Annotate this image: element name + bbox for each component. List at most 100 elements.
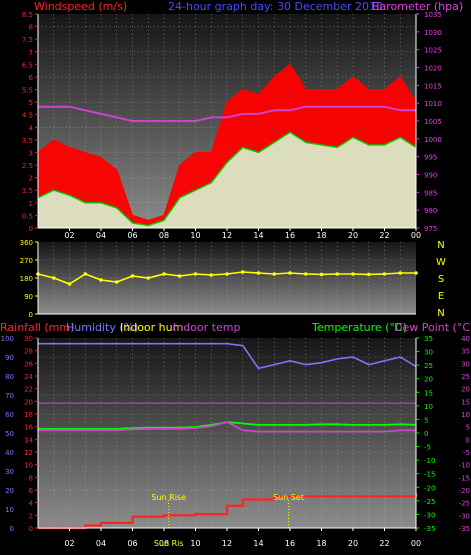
- wind-y-tick-label: 6.5: [22, 61, 33, 69]
- dew-point-y-tick-label: 40: [461, 335, 470, 343]
- x-tick-label: 16: [285, 539, 295, 548]
- wind-x-ticks: 02 04 06 08 10 12 14 16 18 20 22 00: [64, 228, 421, 240]
- barometer-y-tick-label: 985: [424, 189, 437, 197]
- windspeed-axis-title: Windspeed (m/s): [34, 0, 127, 13]
- wind-y-ticks: 0 0.5 1 1.5 2 2.5 3 3.5 4 4.5 5 5.5 6 6.5 7 7.5 8 8.5: [22, 11, 38, 233]
- series-average-area: [38, 132, 416, 228]
- wind-y-tick-label: 8.5: [22, 11, 33, 19]
- barometer-y-tick-label: 1035: [424, 11, 442, 19]
- barometer-y-ticks: 975 980 985 990 995 1000 1005 1010 1015 1020 1025 1…: [416, 11, 442, 233]
- dew-point-label: Dew Point (°C): [394, 321, 471, 334]
- rainfall-y-tick-label: 30: [24, 335, 33, 343]
- humidity-y-ticks: 0 10 20 30 40 50 60 70 80 90 100: [1, 335, 14, 533]
- direction-y-tick-label: 0: [29, 311, 33, 319]
- wind-direction-point: [225, 272, 229, 276]
- barometer-y-tick-label: 995: [424, 154, 437, 162]
- wind-direction-point: [114, 280, 119, 284]
- temperature-y-tick-label: -10: [424, 457, 435, 465]
- humidity-y-tick-label: 60: [5, 411, 14, 419]
- dew-point-y-tick-label: -20: [459, 487, 470, 495]
- compass-label: N: [437, 308, 444, 319]
- barometer-axis-title: Barometer (hpa): [372, 0, 463, 13]
- dew-point-y-tick-label: -25: [459, 500, 470, 508]
- x-tick-label: 22: [379, 231, 389, 240]
- temperature-y-tick-label: 15: [424, 389, 433, 397]
- rainfall-y-tick-label: 26: [24, 360, 33, 368]
- x-tick-label: 22: [379, 539, 389, 548]
- x-tick-label: 02: [64, 539, 74, 548]
- series-rainfall: [38, 493, 418, 530]
- temperature-y-tick-label: -30: [424, 511, 435, 519]
- series-barometer-line: [38, 105, 416, 122]
- indoor-temp-label: Indoor temp: [173, 321, 240, 334]
- sun-rise-axis-label: Sun Ris: [154, 539, 184, 548]
- temperature-label: Temperature (°C): [311, 321, 407, 334]
- humidity-label: Humidity (%): [66, 321, 138, 334]
- wind-direction-point: [272, 272, 277, 276]
- wind-direction-point: [414, 271, 418, 275]
- direction-y-tick-label: 360: [20, 239, 33, 247]
- wind-direction-point: [67, 282, 72, 286]
- wind-y-tick-label: 2.5: [22, 162, 33, 170]
- humidity-y-tick-label: 40: [5, 449, 14, 457]
- humidity-y-tick-label: 50: [5, 430, 14, 438]
- rainfall-y-tick-label: 20: [24, 398, 33, 406]
- indoor-hum-label: Indoor hum: [120, 321, 183, 334]
- humidity-y-tick-label: 90: [5, 354, 14, 362]
- temperature-y-tick-label: 25: [424, 362, 433, 370]
- wind-y-tick-label: 0: [29, 225, 33, 233]
- compass-label: N: [437, 240, 444, 251]
- barometer-y-tick-label: 1005: [424, 118, 442, 126]
- barometer-y-tick-label: 1020: [424, 65, 442, 73]
- barometer-y-tick-label: 1025: [424, 47, 442, 55]
- sun-markers: Sun Rise Sun Set Sun Ris: [151, 493, 303, 548]
- rainfall-y-tick-label: 2: [29, 512, 33, 520]
- temperature-y-tick-label: -25: [424, 498, 435, 506]
- dew-point-y-tick-label: -30: [459, 512, 470, 520]
- wind-direction-point: [83, 272, 88, 276]
- wind-direction-point: [177, 274, 182, 278]
- wind-direction-point: [130, 274, 135, 278]
- barometer-y-tick-label: 1000: [424, 136, 442, 144]
- direction-y-tick-label: 180: [20, 275, 33, 283]
- wind-barometer-panel: 0 0.5 1 1.5 2 2.5 3 3.5 4 4.5 5 5.5 6 6.5 7 7.5 8 8.5 975…: [22, 11, 442, 240]
- humidity-y-tick-label: 10: [5, 506, 14, 514]
- wind-y-tick-label: 1.5: [22, 187, 33, 195]
- wind-y-tick-label: 2: [29, 175, 33, 183]
- x-tick-label: 10: [190, 231, 200, 240]
- dew-point-y-tick-label: 10: [461, 411, 470, 419]
- temperature-y-tick-label: 5: [424, 416, 428, 424]
- temperature-y-tick-label: 0: [424, 430, 428, 438]
- dew-point-y-ticks: -35 -30 -25 -20 -15 -10 -5 0 5 10 15 20 25 30 35 40: [459, 335, 470, 533]
- dew-point-y-tick-label: 15: [461, 398, 470, 406]
- rainfall-y-tick-label: 4: [29, 500, 34, 508]
- wind-direction-point: [335, 272, 340, 276]
- wind-direction-point: [51, 276, 56, 280]
- x-tick-label: 00: [411, 231, 421, 240]
- x-tick-label: 00: [411, 539, 421, 548]
- direction-panel-grid: [38, 242, 416, 314]
- x-tick-label: 10: [190, 539, 200, 548]
- direction-y-ticks: 0 90 180 270 360: [20, 239, 38, 319]
- dew-point-y-tick-label: 35: [461, 348, 470, 356]
- temperature-y-tick-label: -15: [424, 471, 435, 479]
- dew-point-y-tick-label: -5: [463, 449, 470, 457]
- wind-y-tick-label: 4.5: [22, 112, 33, 120]
- temperature-y-ticks: -35 -30 -25 -20 -15 -10 -5 0 5 10 15 20 25 30 35: [416, 335, 435, 533]
- x-tick-label: 08: [159, 539, 169, 548]
- rainfall-y-tick-label: 22: [24, 386, 33, 394]
- wind-direction-point: [146, 276, 151, 280]
- dew-point-y-tick-label: 25: [461, 373, 470, 381]
- rainfall-y-tick-label: 0: [29, 525, 33, 533]
- wind-y-tick-label: 6: [29, 74, 34, 82]
- sun-rise-label: Sun Rise: [151, 493, 186, 502]
- barometer-y-tick-label: 990: [424, 172, 437, 180]
- x-tick-label: 12: [222, 539, 232, 548]
- wind-y-tick-label: 7: [29, 49, 33, 57]
- wind-direction-point: [319, 272, 324, 277]
- temperature-y-tick-label: -5: [424, 444, 431, 452]
- wind-direction-point: [162, 272, 166, 276]
- wind-y-tick-label: 8: [29, 24, 33, 32]
